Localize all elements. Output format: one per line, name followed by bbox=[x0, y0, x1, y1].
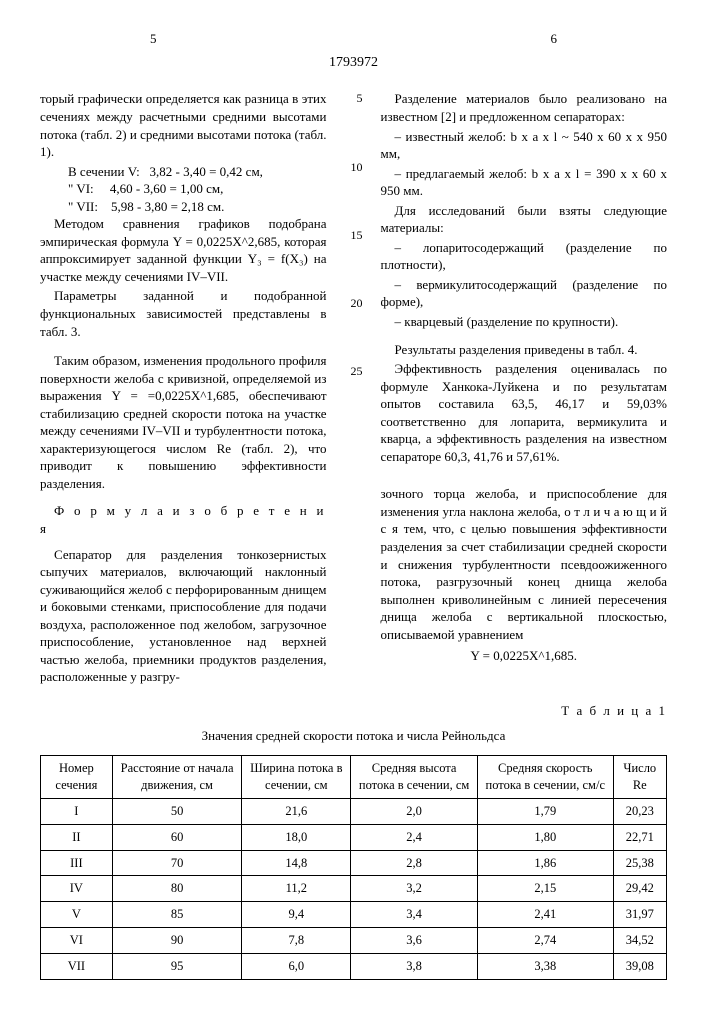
table-cell: 2,74 bbox=[478, 928, 614, 954]
calc-value: 4,60 - 3,60 = 1,00 см, bbox=[110, 181, 223, 196]
table-cell: 60 bbox=[112, 824, 242, 850]
table-cell: VI bbox=[41, 928, 113, 954]
table-row: II6018,02,41,8022,71 bbox=[41, 824, 667, 850]
formula-heading: Ф о р м у л а и з о б р е т е н и я bbox=[40, 502, 327, 537]
table-cell: 95 bbox=[112, 954, 242, 980]
document-number: 1793972 bbox=[40, 54, 667, 73]
line-number: 20 bbox=[345, 295, 363, 311]
page-num-left: 5 bbox=[150, 30, 157, 48]
body-text: Эффективность разделения оценивалась по … bbox=[381, 360, 668, 465]
table-cell: 18,0 bbox=[242, 824, 351, 850]
col-header: Ширина потока в сечении, см bbox=[242, 756, 351, 799]
table-header-row: Номер сечения Расстояние от начала движе… bbox=[41, 756, 667, 799]
table-cell: 1,86 bbox=[478, 850, 614, 876]
table-row: V859,43,42,4131,97 bbox=[41, 902, 667, 928]
body-text: – известный желоб: b x a x l ~ 540 x 60 … bbox=[381, 128, 668, 163]
table-cell: IV bbox=[41, 876, 113, 902]
table-cell: 2,15 bbox=[478, 876, 614, 902]
table-cell: 11,2 bbox=[242, 876, 351, 902]
table-cell: 1,79 bbox=[478, 798, 614, 824]
body-text: Методом сравнения графиков подобрана эмп… bbox=[40, 215, 327, 285]
line-number: 10 bbox=[345, 159, 363, 175]
table-cell: II bbox=[41, 824, 113, 850]
body-text: Таким образом, изменения продольного про… bbox=[40, 352, 327, 492]
table-cell: 22,71 bbox=[613, 824, 666, 850]
line-number: 5 bbox=[345, 90, 363, 106]
table-cell: III bbox=[41, 850, 113, 876]
body-text: Сепаратор для разделения тонкозернистых … bbox=[40, 546, 327, 686]
table-cell: V bbox=[41, 902, 113, 928]
table-cell: 90 bbox=[112, 928, 242, 954]
page-number-row: 5 6 bbox=[40, 30, 667, 54]
table-title: Значения средней скорости потока и числа… bbox=[40, 727, 667, 745]
col-header: Средняя скорость потока в сечении, см/с bbox=[478, 756, 614, 799]
col-header: Число Re bbox=[613, 756, 666, 799]
table-cell: 34,52 bbox=[613, 928, 666, 954]
col-header: Расстояние от начала движения, см bbox=[112, 756, 242, 799]
table-cell: 25,38 bbox=[613, 850, 666, 876]
calculation-block: В сечении V: 3,82 - 3,40 = 0,42 см, " VI… bbox=[68, 163, 327, 216]
calc-label: В сечении V: bbox=[68, 164, 140, 179]
table-row: IV8011,23,22,1529,42 bbox=[41, 876, 667, 902]
table-caption: Т а б л и ц а 1 bbox=[40, 702, 667, 720]
table-cell: 20,23 bbox=[613, 798, 666, 824]
table-cell: 3,8 bbox=[351, 954, 478, 980]
table-cell: 85 bbox=[112, 902, 242, 928]
body-text: – предлагаемый желоб: b x a x l = 390 x … bbox=[381, 165, 668, 200]
body-text: – вермикулитосодержащий (разделение по ф… bbox=[381, 276, 668, 311]
table-cell: 7,8 bbox=[242, 928, 351, 954]
table-cell: 2,0 bbox=[351, 798, 478, 824]
table-cell: 3,4 bbox=[351, 902, 478, 928]
table-cell: 80 bbox=[112, 876, 242, 902]
body-text: Результаты разделения приведены в табл. … bbox=[381, 341, 668, 359]
calc-value: 5,98 - 3,80 = 2,18 см. bbox=[111, 199, 224, 214]
table-cell: VII bbox=[41, 954, 113, 980]
body-text: Для исследований были взяты следующие ма… bbox=[381, 202, 668, 237]
body-text: зочного торца желоба, и приспособление д… bbox=[381, 485, 668, 643]
line-number: 15 bbox=[345, 227, 363, 243]
calc-label: " VII: bbox=[68, 199, 98, 214]
table-row: VII956,03,83,3839,08 bbox=[41, 954, 667, 980]
table-cell: 2,8 bbox=[351, 850, 478, 876]
table-cell: 29,42 bbox=[613, 876, 666, 902]
table-cell: 31,97 bbox=[613, 902, 666, 928]
body-text: – лопаритосодержащий (разделение по плот… bbox=[381, 239, 668, 274]
table-cell: 9,4 bbox=[242, 902, 351, 928]
table-cell: 70 bbox=[112, 850, 242, 876]
table-cell: 3,2 bbox=[351, 876, 478, 902]
table-cell: 3,38 bbox=[478, 954, 614, 980]
line-number: 25 bbox=[345, 363, 363, 379]
equation: Y = 0,0225X^1,685. bbox=[381, 647, 668, 665]
col-header: Средняя высота потока в сечении, см bbox=[351, 756, 478, 799]
calc-label: " VI: bbox=[68, 181, 94, 196]
col-header: Номер сечения bbox=[41, 756, 113, 799]
table-cell: 2,4 bbox=[351, 824, 478, 850]
table-row: VI907,83,62,7434,52 bbox=[41, 928, 667, 954]
line-number-gutter: 5 10 15 20 25 bbox=[345, 90, 363, 688]
body-text: торый графически определяется как разниц… bbox=[40, 90, 327, 160]
table-row: I5021,62,01,7920,23 bbox=[41, 798, 667, 824]
body-text: – кварцевый (разделение по крупности). bbox=[381, 313, 668, 331]
calc-value: 3,82 - 3,40 = 0,42 см, bbox=[150, 164, 263, 179]
table-cell: 2,41 bbox=[478, 902, 614, 928]
table-cell: 1,80 bbox=[478, 824, 614, 850]
table-cell: 6,0 bbox=[242, 954, 351, 980]
table-row: III7014,82,81,8625,38 bbox=[41, 850, 667, 876]
two-column-layout: торый графически определяется как разниц… bbox=[40, 90, 667, 688]
left-column: торый графически определяется как разниц… bbox=[40, 90, 327, 688]
body-text: Разделение материалов было реализовано н… bbox=[381, 90, 668, 125]
table-cell: 14,8 bbox=[242, 850, 351, 876]
data-table: Номер сечения Расстояние от начала движе… bbox=[40, 755, 667, 980]
right-column: Разделение материалов было реализовано н… bbox=[381, 90, 668, 688]
table-cell: 3,6 bbox=[351, 928, 478, 954]
body-text: Параметры заданной и подобранной функцио… bbox=[40, 287, 327, 340]
table-cell: 21,6 bbox=[242, 798, 351, 824]
page-num-right: 6 bbox=[551, 30, 558, 48]
table-cell: 39,08 bbox=[613, 954, 666, 980]
table-cell: I bbox=[41, 798, 113, 824]
table-cell: 50 bbox=[112, 798, 242, 824]
